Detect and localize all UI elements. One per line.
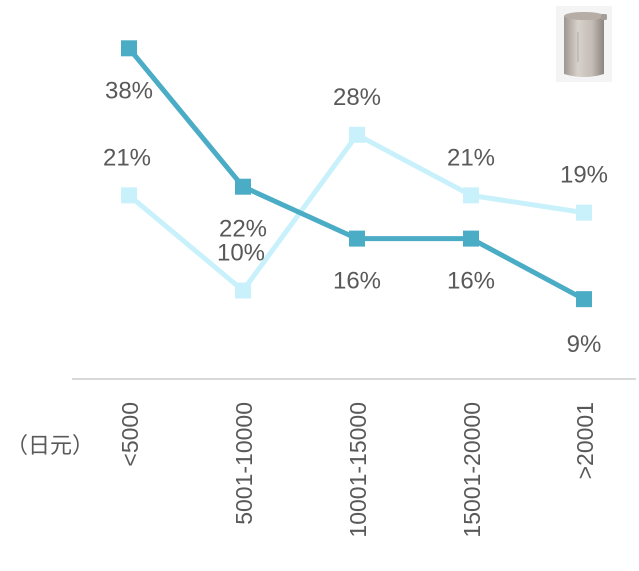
series-2-point xyxy=(349,126,365,143)
x-tick-label: <5000 xyxy=(117,402,143,467)
series-2-point xyxy=(463,187,479,204)
series-1-data-label: 16% xyxy=(447,268,495,295)
x-tick-label: 10001-15000 xyxy=(345,402,371,538)
x-tick-label: >20001 xyxy=(572,402,598,479)
series-1-point xyxy=(121,40,137,57)
series-1-point xyxy=(235,178,251,195)
x-tick-label: 5001-10000 xyxy=(231,402,257,525)
series-2 xyxy=(121,126,592,299)
series-2-data-label: 21% xyxy=(447,144,495,171)
series-1-point xyxy=(349,230,365,247)
series-2-data-label: 21% xyxy=(103,144,151,171)
series-1 xyxy=(121,40,592,308)
series-1-data-label: 16% xyxy=(333,268,381,295)
x-tick-label: 15001-20000 xyxy=(459,402,485,538)
series-1-point xyxy=(576,291,592,308)
series-1-data-label: 22% xyxy=(219,216,267,243)
product-thumbnail-image xyxy=(556,6,612,82)
series-1-point xyxy=(463,230,479,247)
series-1-data-label: 9% xyxy=(567,331,602,358)
series-2-data-label: 28% xyxy=(333,84,381,111)
series-2-point xyxy=(121,187,137,204)
series-2-point xyxy=(235,282,251,299)
series-1-data-label: 38% xyxy=(105,77,153,104)
series-2-point xyxy=(576,204,592,221)
series-2-data-label: 19% xyxy=(560,162,608,189)
series-2-data-label: 10% xyxy=(217,240,265,267)
x-axis-unit-label: （日元） xyxy=(6,434,95,459)
